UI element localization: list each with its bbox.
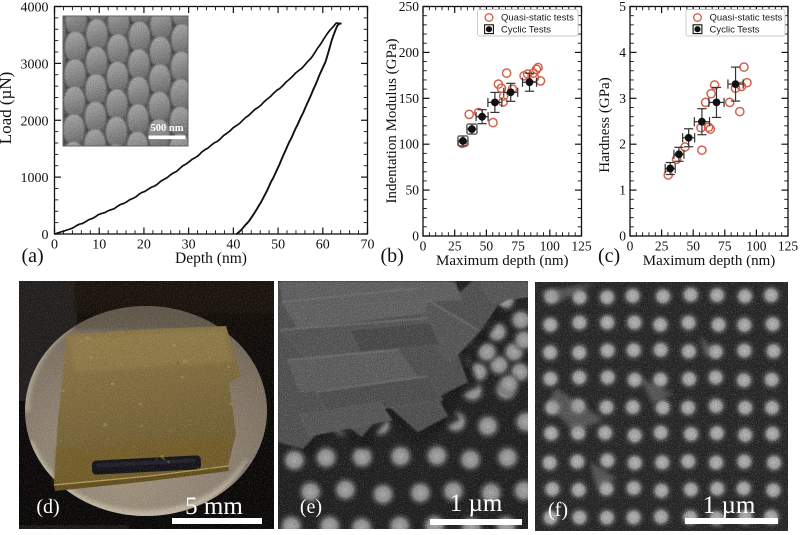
- svg-text:(d): (d): [36, 496, 59, 518]
- svg-text:Indentation Modulus (GPa): Indentation Modulus (GPa): [384, 39, 400, 204]
- svg-text:Maximum depth (nm): Maximum depth (nm): [643, 253, 775, 269]
- svg-text:0: 0: [51, 238, 58, 253]
- svg-text:50: 50: [271, 238, 285, 253]
- svg-text:0: 0: [420, 239, 427, 254]
- svg-text:75: 75: [511, 239, 525, 254]
- svg-text:1000: 1000: [21, 171, 49, 186]
- svg-text:3000: 3000: [21, 57, 49, 72]
- svg-text:50: 50: [686, 239, 700, 254]
- svg-text:50: 50: [406, 183, 420, 198]
- svg-text:50: 50: [480, 239, 494, 254]
- svg-text:5: 5: [619, 0, 626, 14]
- svg-text:25: 25: [655, 239, 669, 254]
- svg-text:4: 4: [619, 45, 626, 60]
- svg-text:100: 100: [746, 239, 767, 254]
- svg-text:30: 30: [182, 238, 196, 253]
- svg-text:1 µm: 1 µm: [450, 490, 503, 517]
- svg-text:500 nm: 500 nm: [151, 123, 184, 134]
- svg-text:70: 70: [361, 238, 375, 253]
- svg-text:Quasi-static tests: Quasi-static tests: [501, 13, 574, 24]
- svg-text:200: 200: [399, 45, 420, 60]
- svg-text:10: 10: [92, 238, 106, 253]
- svg-text:1: 1: [619, 183, 626, 198]
- svg-text:2: 2: [619, 137, 626, 152]
- svg-text:(b): (b): [381, 245, 404, 267]
- svg-text:0: 0: [412, 229, 419, 244]
- svg-text:0: 0: [42, 228, 49, 243]
- svg-text:2000: 2000: [21, 114, 49, 129]
- svg-text:Load (µN): Load (µN): [0, 72, 15, 145]
- svg-text:1 µm: 1 µm: [703, 492, 756, 519]
- svg-text:Maximum depth (nm): Maximum depth (nm): [436, 253, 568, 269]
- svg-text:Depth (nm): Depth (nm): [175, 250, 247, 267]
- svg-text:125: 125: [778, 239, 799, 254]
- svg-text:60: 60: [316, 238, 330, 253]
- svg-text:100: 100: [399, 137, 420, 152]
- svg-text:5 mm: 5 mm: [185, 493, 243, 520]
- svg-text:3: 3: [619, 91, 626, 106]
- svg-text:20: 20: [137, 238, 151, 253]
- svg-text:150: 150: [399, 91, 420, 106]
- svg-text:40: 40: [226, 238, 240, 253]
- svg-text:125: 125: [571, 239, 592, 254]
- svg-text:Hardness (GPa): Hardness (GPa): [597, 77, 613, 172]
- svg-text:(a): (a): [22, 245, 44, 267]
- svg-text:25: 25: [448, 239, 462, 254]
- svg-text:(c): (c): [598, 245, 620, 267]
- svg-text:75: 75: [718, 239, 732, 254]
- svg-text:(e): (e): [300, 496, 322, 518]
- svg-text:Cyclic Tests: Cyclic Tests: [501, 24, 551, 35]
- svg-text:250: 250: [399, 0, 420, 14]
- svg-text:0: 0: [627, 239, 634, 254]
- svg-text:(f): (f): [548, 499, 568, 521]
- svg-text:Cyclic Tests: Cyclic Tests: [710, 24, 760, 35]
- svg-text:Quasi-static tests: Quasi-static tests: [710, 13, 783, 24]
- svg-text:0: 0: [619, 229, 626, 244]
- svg-text:4000: 4000: [21, 1, 49, 16]
- svg-text:100: 100: [540, 239, 561, 254]
